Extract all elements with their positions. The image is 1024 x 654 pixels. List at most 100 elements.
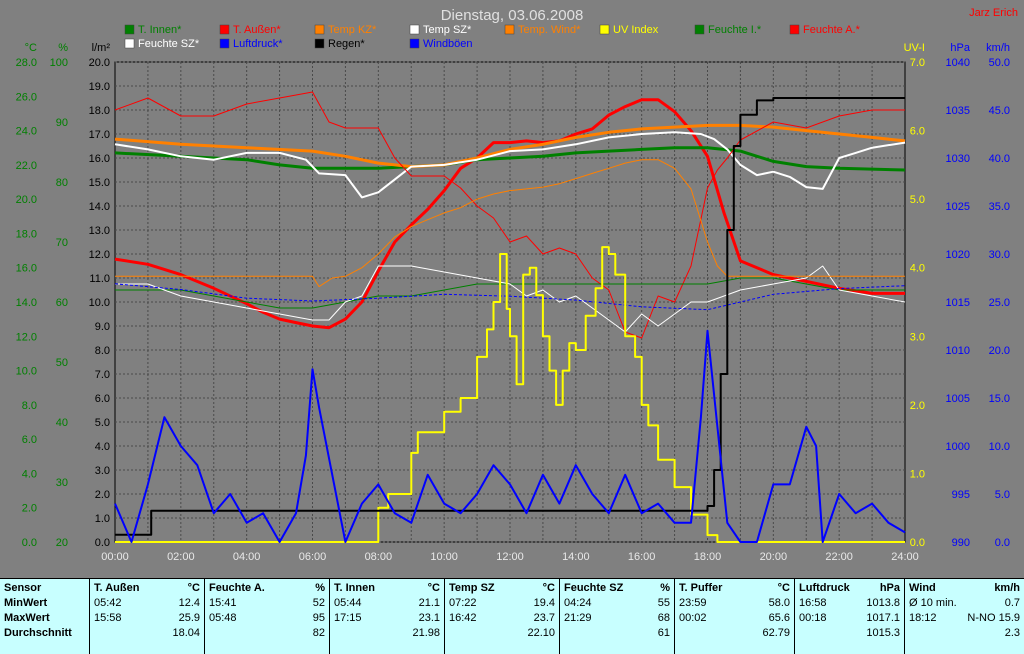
stats-max: 23.1 (418, 612, 440, 624)
legend-label: Luftdruck* (233, 38, 283, 50)
stats-column: Luftdruck hPa 16:58 1013.8 00:18 1017.1 1015.3 (795, 579, 905, 654)
axis-left-unit: % (58, 42, 68, 54)
axes-group: 00:00 02:00 04:00 06:00 08:00 10:00 12:00 14:00… (16, 42, 1010, 563)
axis-left-tick: 18.0 (16, 228, 37, 240)
stats-name: T. Puffer (679, 582, 723, 594)
axis-right-tick: 50.0 (989, 57, 1010, 69)
axis-left-tick: 4.0 (22, 468, 37, 480)
axis-right-unit: hPa (950, 42, 970, 54)
stats-avg: 62.79 (762, 627, 790, 639)
axis-left-tick: 90 (56, 117, 68, 129)
legend-label: Feuchte I.* (708, 24, 762, 36)
axis-left-tick: 12.0 (89, 249, 110, 261)
stats-min: 55 (657, 597, 670, 609)
stats-max_time: 16:42 (449, 612, 477, 624)
axis-left-tick: 18.0 (89, 105, 110, 117)
axis-right-tick: 10.0 (989, 441, 1010, 453)
legend-label: Feuchte A.* (803, 24, 861, 36)
legend-swatch (789, 24, 800, 35)
axis-left-tick: 11.0 (89, 273, 110, 285)
axis-left-tick: 8.0 (95, 345, 110, 357)
axis-right-tick: 0.0 (995, 537, 1010, 549)
axis-left-tick: 19.0 (89, 81, 110, 93)
axis-right-tick: 1.0 (910, 468, 925, 480)
axis-left-tick: 5.0 (95, 417, 110, 429)
series-line-regen (115, 97, 905, 536)
stats-min_time: 16:58 (799, 597, 827, 609)
stats-max: N-NO 15.9 (967, 612, 1020, 624)
series-line-t_innen (114, 146, 906, 172)
axis-left-tick: 9.0 (95, 321, 110, 333)
stats-unit: % (315, 582, 325, 594)
stats-row-label: MaxWert (4, 612, 50, 624)
axis-left-tick: 22.0 (16, 160, 37, 172)
axis-right-tick: 1010 (946, 345, 970, 357)
stats-max: 25.9 (178, 612, 200, 624)
legend-swatch (504, 24, 515, 35)
stats-table: Sensor MinWert MaxWert Durchschnitt T. Außen… (0, 578, 1024, 654)
stats-max_time: 21:29 (564, 612, 592, 624)
series-line-uv (115, 246, 905, 543)
stats-avg: 2.3 (1004, 627, 1020, 639)
legend-swatch (409, 24, 420, 35)
stats-avg: 22.10 (527, 627, 555, 639)
legend-swatch (314, 38, 325, 49)
stats-min: 58.0 (768, 597, 790, 609)
stats-name: T. Außen (94, 582, 140, 594)
axis-right-tick: 1000 (946, 441, 970, 453)
axis-left-tick: 26.0 (16, 91, 37, 103)
stats-max: 95 (312, 612, 325, 624)
axis-right-tick: 20.0 (989, 345, 1010, 357)
stats-min: 12.4 (178, 597, 200, 609)
x-tick-label: 14:00 (562, 551, 590, 563)
stats-row-label: Durchschnitt (4, 627, 72, 639)
axis-right-tick: 1005 (946, 393, 970, 405)
stats-min: 19.4 (533, 597, 555, 609)
axis-right-tick: 15.0 (989, 393, 1010, 405)
series-line-windboeen (114, 329, 906, 543)
axis-left-tick: 16.0 (89, 153, 110, 165)
axis-left-tick: 10.0 (89, 297, 110, 309)
stats-column: Temp SZ °C 07:22 19.4 16:42 23.7 22.10 (445, 579, 560, 654)
series-line-feuchte_i (115, 277, 905, 309)
stats-avg: 18.04 (172, 627, 200, 639)
stats-min_time: 23:59 (679, 597, 707, 609)
legend-swatch (599, 24, 610, 35)
legend-label: Temp. Wind* (518, 24, 581, 36)
stats-unit: % (660, 582, 670, 594)
stats-max_time: 17:15 (334, 612, 362, 624)
axis-left-unit: °C (25, 42, 37, 54)
stats-max_time: 05:48 (209, 612, 237, 624)
axis-right-tick: 4.0 (910, 263, 925, 275)
axis-right-tick: 1030 (946, 153, 970, 165)
legend-swatch (219, 24, 230, 35)
series-line-luftdruck (114, 283, 906, 311)
axis-right-tick: 25.0 (989, 297, 1010, 309)
axis-right-tick: 7.0 (910, 57, 925, 69)
axis-left-tick: 2.0 (95, 489, 110, 501)
stats-min_time: 04:24 (564, 597, 592, 609)
axis-right-tick: 1035 (946, 105, 970, 117)
axis-right-tick: 40.0 (989, 153, 1010, 165)
axis-left-tick: 14.0 (89, 201, 110, 213)
axis-left-tick: 20.0 (89, 57, 110, 69)
axis-left-tick: 3.0 (95, 465, 110, 477)
series-line-temp_sz (114, 131, 906, 199)
axis-left-tick: 70 (56, 237, 68, 249)
axis-left-tick: 2.0 (22, 503, 37, 515)
stats-name: Luftdruck (799, 582, 850, 594)
stats-unit: °C (777, 582, 790, 594)
legend-label: UV Index (613, 24, 659, 36)
axis-left-tick: 0.0 (22, 537, 37, 549)
stats-min_time: 15:41 (209, 597, 237, 609)
axis-right-tick: 1015 (946, 297, 970, 309)
axis-left-tick: 28.0 (16, 57, 37, 69)
stats-min_time: 05:44 (334, 597, 362, 609)
stats-max_time: 18:12 (909, 612, 937, 624)
axis-right-tick: 1020 (946, 249, 970, 261)
weather-chart: Dienstag, 03.06.2008 Jarz Erich T. Innen… (15, 7, 1018, 563)
axis-left-tick: 20 (56, 537, 68, 549)
stats-min_time: Ø 10 min. (909, 597, 957, 609)
x-tick-label: 18:00 (694, 551, 722, 563)
x-tick-label: 16:00 (628, 551, 656, 563)
